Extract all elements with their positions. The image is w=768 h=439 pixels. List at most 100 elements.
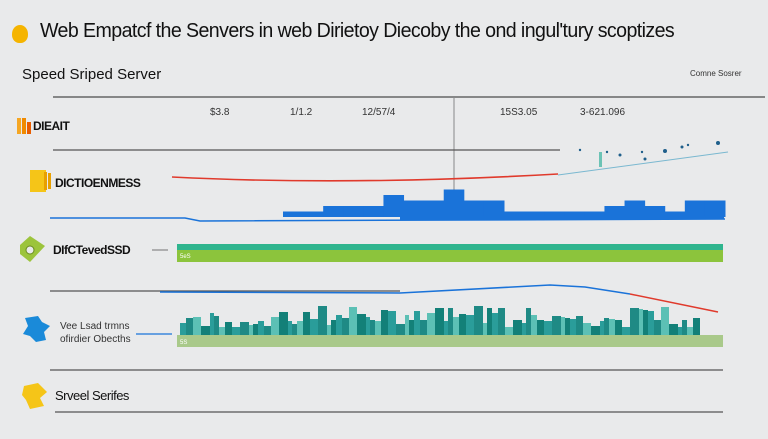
skyline-building xyxy=(466,315,474,335)
skyline-building xyxy=(336,315,342,335)
skyline-building xyxy=(537,320,544,335)
blue-bar xyxy=(283,211,304,217)
skyline-building xyxy=(459,314,466,335)
blue-bar xyxy=(504,211,525,217)
skyline-building xyxy=(435,308,444,335)
skyline-building xyxy=(570,319,576,335)
skyline-building xyxy=(444,321,448,335)
skyline-building xyxy=(693,318,700,335)
skyline-building xyxy=(531,315,537,335)
skyline-building xyxy=(552,316,561,335)
skyline-building xyxy=(388,311,396,335)
blue-bar xyxy=(463,200,485,217)
skyline-building xyxy=(576,316,583,335)
blue-bar xyxy=(483,200,505,217)
green-gear-icon xyxy=(20,236,45,262)
skyline-building xyxy=(375,321,381,335)
blue-bar xyxy=(604,206,626,217)
skyline-building xyxy=(420,320,427,335)
skyline-building xyxy=(526,308,531,335)
blue-bar-series xyxy=(283,189,726,217)
skyline-building xyxy=(396,324,405,335)
skyline-building xyxy=(225,322,232,335)
blue-bar xyxy=(564,211,585,217)
x-tick-label: 12/57/4 xyxy=(362,107,396,118)
skyline-building xyxy=(648,311,654,335)
bar-label: 5eS xyxy=(180,254,191,260)
blue-bar xyxy=(443,189,465,217)
blue-bar xyxy=(664,211,686,217)
skyline-building xyxy=(505,327,513,335)
row-label: DIEAIT xyxy=(33,119,70,133)
skyline-building xyxy=(370,320,375,335)
blue-bar xyxy=(303,211,324,217)
subtitle: Speed Sriped Server xyxy=(22,66,162,83)
blue-bar xyxy=(383,195,405,217)
skyline-building xyxy=(349,307,357,335)
skyline-building xyxy=(264,326,271,335)
skyline-building xyxy=(366,317,370,335)
blue-puzzle-icon xyxy=(23,316,50,342)
green-bar xyxy=(177,250,723,262)
skyline-building xyxy=(622,327,630,335)
skyline-building xyxy=(565,318,570,335)
skyline-building xyxy=(661,307,669,335)
skyline-building xyxy=(253,324,258,335)
trend-line xyxy=(557,151,729,176)
skyline-building xyxy=(474,306,483,335)
blue-bar xyxy=(644,206,666,217)
skyline-building xyxy=(331,320,336,335)
skyline-building xyxy=(310,319,318,335)
skyline-building xyxy=(654,320,661,335)
row-label: DICTIOENMESS xyxy=(55,176,141,190)
title-bullet-icon xyxy=(12,25,28,43)
skyline-building xyxy=(357,314,366,335)
skyline-building xyxy=(643,310,648,335)
corner-label: Comne Sosrer xyxy=(690,69,742,78)
blue-line xyxy=(50,217,726,222)
yellow-folder-icon xyxy=(30,170,51,192)
blue-line xyxy=(159,284,631,295)
skyline-building xyxy=(292,324,297,335)
blue-bar xyxy=(684,200,706,217)
skyline-building xyxy=(342,318,349,335)
skyline-building xyxy=(258,321,264,335)
skyline-building xyxy=(604,318,609,335)
row-label: DIfCTevedSSD xyxy=(53,243,131,257)
skyline-building xyxy=(453,317,459,335)
skyline-building xyxy=(609,319,615,335)
row-label: Srveel Serifes xyxy=(55,388,129,403)
skyline-building xyxy=(639,309,643,335)
skyline-building xyxy=(561,317,565,335)
skyline-building xyxy=(678,327,682,335)
blue-bar xyxy=(624,200,646,217)
skyline-building xyxy=(405,315,409,335)
blue-bar xyxy=(363,206,384,217)
skyline-building xyxy=(414,311,420,335)
skyline-building xyxy=(214,316,219,335)
skyline-building xyxy=(232,327,240,335)
skyline-building xyxy=(487,308,492,335)
skyline-building xyxy=(193,317,201,335)
skyline-building xyxy=(682,320,687,335)
skyline-building xyxy=(318,306,327,335)
skyline-building xyxy=(522,323,526,335)
row-label: ofirdier Obecths xyxy=(60,334,131,345)
row-label: Vee Lsad trmns xyxy=(60,321,130,332)
skyline-building xyxy=(409,320,414,335)
blue-bar xyxy=(323,206,344,217)
blue-bar xyxy=(704,200,726,217)
scatter-points xyxy=(578,141,720,161)
skyline-building xyxy=(591,326,600,335)
blue-bar xyxy=(524,211,545,217)
skyline-building xyxy=(600,321,604,335)
skyline-building xyxy=(669,324,678,335)
skyline-building xyxy=(492,313,498,335)
skyline-building xyxy=(201,326,210,335)
skyline-building xyxy=(279,312,288,335)
page-title: Web Empatcf the Senvers in web Dirietoy … xyxy=(40,20,675,42)
blue-bar xyxy=(584,211,605,217)
skyline-building xyxy=(180,323,186,335)
blue-bar xyxy=(403,200,425,217)
